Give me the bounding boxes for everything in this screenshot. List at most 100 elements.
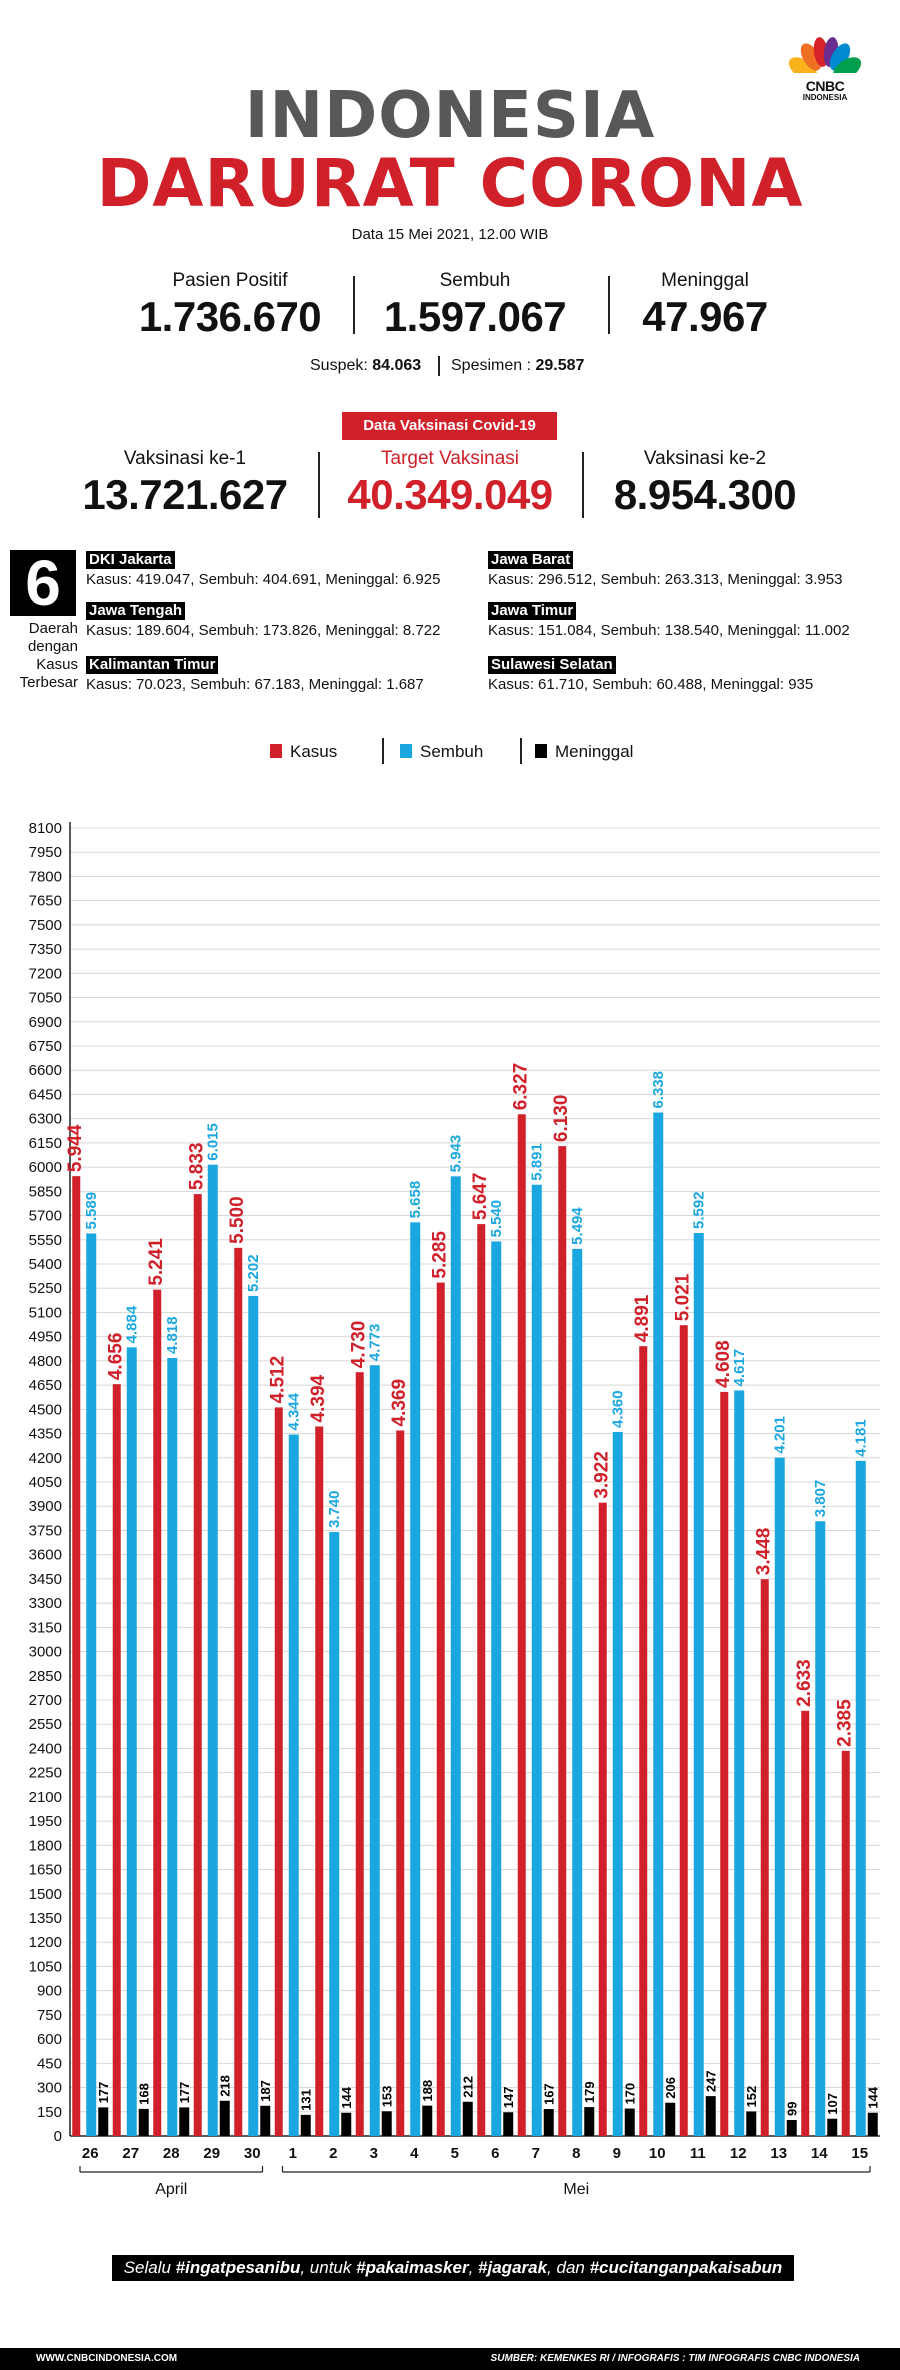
bar-sembuh [774,1457,785,2136]
y-tick-label: 1350 [29,1910,62,1927]
data-label-kasus: 5.241 [146,1238,167,1286]
bar-kasus [679,1325,688,2136]
y-tick-label: 3300 [29,1595,62,1612]
x-tick-label: 11 [690,2145,706,2162]
target-vaksinasi-value: 40.349.049 [347,471,553,518]
bar-sembuh [369,1365,380,2136]
region-data: Kasus: 189.604, Sembuh: 173.826, Meningg… [86,622,441,639]
month-label: Mei [563,2181,589,2198]
y-tick-label: 3600 [29,1547,62,1564]
y-tick-label: 900 [37,1983,62,2000]
bar-meninggal [746,2111,757,2136]
data-label-sembuh: 5.540 [488,1200,505,1238]
x-tick-label: 6 [491,2145,499,2162]
bar-kasus [517,1114,526,2136]
page-subtitle: DARURAT CORONA [96,145,804,222]
data-label-kasus: 5.833 [187,1143,208,1191]
vaksinasi-2-label: Vaksinasi ke-2 [643,448,767,469]
legend-swatch-meninggal [535,744,547,758]
bar-sembuh [86,1233,97,2136]
x-tick-label: 10 [649,2145,666,2162]
stat-positif-label: Pasien Positif [172,270,288,291]
bar-kasus [274,1407,283,2136]
bar-meninggal [260,2105,271,2136]
legend-divider [520,738,522,764]
y-tick-label: 1950 [29,1813,62,1830]
y-tick-label: 6000 [29,1159,62,1176]
data-label-sembuh: 4.884 [124,1305,141,1343]
y-tick-label: 2250 [29,1765,62,1782]
data-label-sembuh: 4.617 [731,1349,748,1387]
data-label-meninggal: 177 [177,2082,192,2104]
stat-vaksinasi-1: Vaksinasi ke-1 13.721.627 [60,448,310,520]
bar-sembuh [693,1232,704,2136]
y-tick-label: 6450 [29,1086,62,1103]
bar-sembuh [167,1357,178,2136]
x-tick-label: 2 [329,2145,337,2162]
legend-meninggal: Meninggal [555,742,634,761]
y-tick-label: 7950 [29,844,62,861]
y-tick-label: 5700 [29,1208,62,1225]
page-title: INDONESIA [244,79,656,153]
x-tick-label: 3 [370,2145,378,2162]
bar-sembuh [410,1222,421,2136]
bar-sembuh [126,1347,137,2136]
data-label-kasus: 5.944 [65,1124,86,1172]
bar-meninggal [624,2108,635,2136]
data-label-sembuh: 3.740 [326,1491,343,1529]
data-label-meninggal: 153 [380,2086,395,2108]
y-tick-label: 8100 [29,820,62,837]
data-label-meninggal: 152 [744,2086,759,2108]
y-tick-label: 4200 [29,1450,62,1467]
bar-meninggal [219,2100,230,2136]
vaksinasi-2-value: 8.954.300 [613,471,797,518]
data-label-meninggal: 131 [299,2089,314,2111]
region-data: Kasus: 61.710, Sembuh: 60.488, Meninggal… [488,676,814,693]
stat-sembuh: Sembuh 1.597.067 [365,270,585,342]
data-label-sembuh: 4.344 [286,1392,303,1430]
target-vaksinasi-label: Target Vaksinasi [381,448,519,469]
bar-sembuh [653,1112,664,2136]
bar-kasus [639,1346,648,2136]
data-label-kasus: 4.512 [268,1356,289,1404]
data-label-meninggal: 144 [866,2086,881,2108]
data-label-sembuh: 6.015 [205,1123,222,1161]
stat-meninggal-label: Meninggal [661,270,749,291]
bar-kasus [315,1426,324,2136]
y-tick-label: 1200 [29,1934,62,1951]
data-label-sembuh: 6.338 [650,1071,667,1109]
y-tick-label: 7050 [29,990,62,1007]
bar-meninggal [138,2108,149,2136]
bar-sembuh [207,1164,218,2136]
data-label-meninggal: 107 [825,2093,840,2115]
region-data: Kasus: 296.512, Sembuh: 263.313, Meningg… [488,571,843,588]
suspek-label: Suspek: [310,357,368,374]
region-item: Jawa Barat Kasus: 296.512, Sembuh: 263.3… [488,550,842,590]
y-tick-label: 1050 [29,1958,62,1975]
bar-meninggal [705,2096,716,2136]
data-label-sembuh: 5.943 [448,1135,465,1173]
y-tick-label: 7200 [29,965,62,982]
legend-swatch-kasus [270,744,282,758]
source-credit: SUMBER: KEMENKES RI / INFOGRAFIS : TIM I… [490,2353,860,2364]
website-link[interactable]: WWW.CNBCINDONESIA.COM [36,2353,178,2364]
suspek: Suspek: 84.063 [310,356,421,376]
x-tick-label: 5 [451,2145,459,2162]
data-label-kasus: 4.656 [106,1333,127,1381]
vaksinasi-1-value: 13.721.627 [82,471,288,518]
y-tick-label: 2100 [29,1789,62,1806]
bar-meninggal [827,2118,838,2136]
data-label-kasus: 3.448 [754,1528,775,1576]
y-tick-label: 2700 [29,1692,62,1709]
data-label-kasus: 4.730 [349,1321,370,1369]
data-label-kasus: 4.369 [389,1379,410,1427]
x-tick-label: 1 [289,2145,297,2162]
logo-text: CNBC [805,78,845,94]
y-tick-label: 3750 [29,1522,62,1539]
y-tick-label: 4350 [29,1426,62,1443]
x-tick-label: 29 [203,2145,220,2162]
bar-meninggal [543,2109,554,2136]
bar-sembuh [734,1390,745,2136]
y-tick-label: 4500 [29,1401,62,1418]
divider [582,452,584,518]
